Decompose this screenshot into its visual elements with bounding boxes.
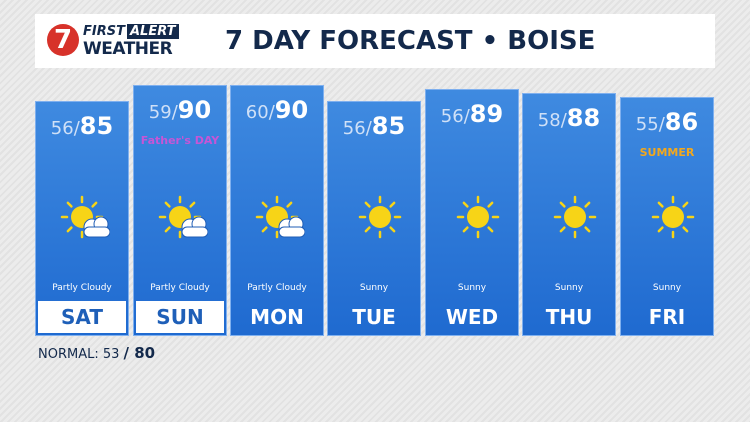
partly-cloudy-icon: [158, 195, 208, 239]
low-temp: 55: [635, 114, 659, 135]
day-column-sun[interactable]: 59/90 Father's DAY Partly Cloudy SUN: [133, 85, 227, 336]
temps: 55/86: [635, 108, 699, 136]
day-column-mon[interactable]: 60/90 Partly Cloudy MON: [230, 85, 324, 336]
station-logo-icon: 7: [47, 24, 79, 56]
low-temp: 59: [148, 102, 172, 123]
sunny-icon: [553, 195, 597, 239]
day-column-sat[interactable]: 56/85 Partly Cloudy SAT: [35, 101, 129, 336]
day-label: FRI: [648, 305, 686, 329]
logo-first-alert: FIRST ALERT: [83, 24, 179, 39]
condition: Partly Cloudy: [150, 283, 210, 293]
condition: Sunny: [359, 283, 389, 293]
temps: 56/85: [342, 112, 406, 140]
holiday-badge: SUMMER: [639, 146, 695, 159]
sunny-icon: [456, 195, 500, 239]
day-label: TUE: [352, 305, 396, 329]
high-temp: 86: [664, 108, 699, 136]
day-column-fri[interactable]: 55/86 SUMMER Sunny FRI: [620, 97, 714, 336]
low-temp: 56: [440, 106, 464, 127]
condition: Sunny: [457, 283, 487, 293]
low-temp: 56: [342, 118, 366, 139]
header: 7 FIRST ALERT WEATHER 7 DAY FORECAST • BO…: [35, 14, 715, 68]
page-title: 7 DAY FORECAST • BOISE: [225, 26, 596, 56]
temps: 58/88: [537, 104, 601, 132]
temps: 56/89: [440, 100, 504, 128]
condition: Sunny: [652, 283, 682, 293]
high-temp: 88: [566, 104, 601, 132]
day-column-wed[interactable]: 56/89 Sunny WED: [425, 89, 519, 336]
day-label: THU: [545, 305, 593, 329]
normal-temps: NORMAL: 53 / 80: [38, 344, 156, 362]
condition: Sunny: [554, 283, 584, 293]
holiday-badge: Father's DAY: [140, 134, 220, 147]
low-temp: 56: [50, 118, 74, 139]
temps: 56/85: [50, 112, 114, 140]
day-label: MON: [250, 305, 304, 329]
high-temp: 90: [274, 96, 309, 124]
day-column-tue[interactable]: 56/85 Sunny TUE: [327, 101, 421, 336]
day-label: SAT: [38, 301, 126, 333]
sunny-icon: [358, 195, 402, 239]
condition: Partly Cloudy: [52, 283, 112, 293]
day-column-thu[interactable]: 58/88 Sunny THU: [522, 93, 616, 336]
partly-cloudy-icon: [60, 195, 110, 239]
partly-cloudy-icon: [255, 195, 305, 239]
high-temp: 89: [469, 100, 504, 128]
temps: 60/90: [245, 96, 309, 124]
low-temp: 58: [537, 110, 561, 131]
day-label: SUN: [136, 301, 224, 333]
high-temp: 85: [79, 112, 114, 140]
temps: 59/90: [148, 96, 212, 124]
logo-weather: WEATHER: [83, 39, 173, 59]
condition: Partly Cloudy: [247, 283, 307, 293]
low-temp: 60: [245, 102, 269, 123]
high-temp: 90: [177, 96, 212, 124]
sunny-icon: [651, 195, 695, 239]
high-temp: 85: [371, 112, 406, 140]
day-label: WED: [445, 305, 499, 329]
